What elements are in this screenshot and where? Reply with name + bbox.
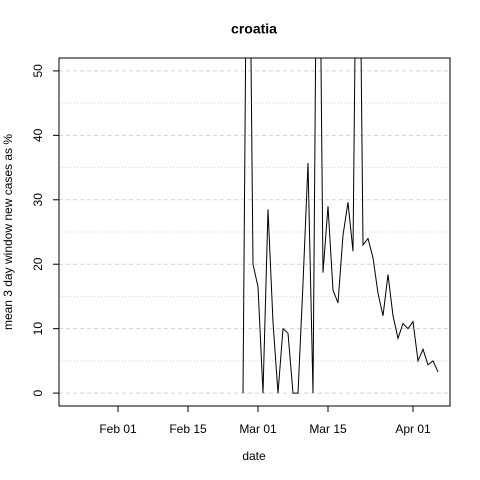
y-tick-label: 20 bbox=[31, 257, 45, 271]
x-tick-label: Mar 15 bbox=[309, 422, 347, 436]
y-tick-label: 50 bbox=[31, 64, 45, 78]
y-tick-label: 30 bbox=[31, 193, 45, 207]
chart-title: croatia bbox=[231, 21, 277, 37]
y-tick-label: 10 bbox=[31, 322, 45, 336]
y-axis-label: mean 3 day window new cases as % bbox=[1, 134, 15, 330]
y-tick-label: 40 bbox=[31, 128, 45, 142]
x-tick-label: Apr 01 bbox=[395, 422, 431, 436]
x-tick-label: Mar 01 bbox=[239, 422, 277, 436]
plot-border bbox=[58, 57, 451, 407]
y-tick-label: 0 bbox=[31, 389, 45, 396]
x-axis-label: date bbox=[242, 449, 266, 463]
x-tick-label: Feb 01 bbox=[99, 422, 137, 436]
data-line bbox=[242, 58, 439, 394]
x-tick-label: Feb 15 bbox=[169, 422, 207, 436]
